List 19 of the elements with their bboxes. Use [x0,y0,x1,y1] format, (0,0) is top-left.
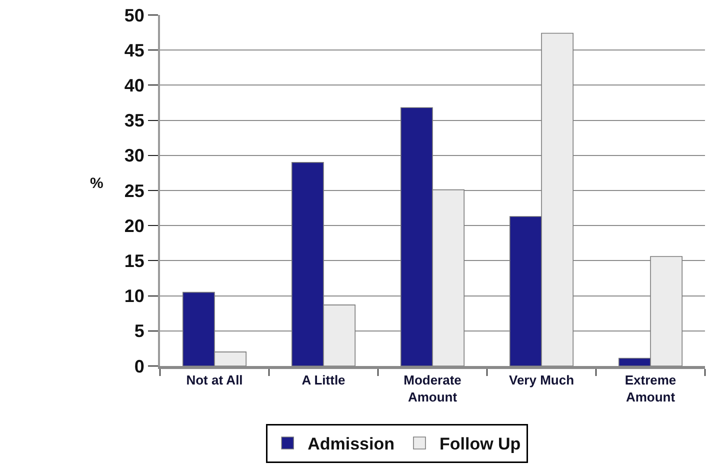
y-tick-label: 25 [124,180,144,201]
y-tick-label: 5 [134,321,144,342]
y-tick-label: 40 [124,76,144,96]
x-tick-label: Extreme Amount [624,372,676,404]
legend-label: Admission [308,434,394,454]
x-tick-label: Not at All [186,372,243,388]
y-tick-label: 15 [124,251,144,271]
x-tick-label: A Little [302,372,346,388]
y-tick-label: 50 [124,5,144,26]
x-tick-label: Very Much [508,372,574,388]
y-axis-title: % [90,175,104,192]
y-tick-label: 0 [134,356,144,376]
y-tick-label: 45 [124,40,144,60]
x-tick-label: Moderate Amount [404,372,462,404]
legend-label: Follow Up [439,434,521,454]
y-tick-label: 10 [124,286,144,306]
y-tick-label: 35 [124,110,144,131]
y-tick-label: 30 [124,146,144,166]
y-tick-label: 20 [124,216,144,236]
